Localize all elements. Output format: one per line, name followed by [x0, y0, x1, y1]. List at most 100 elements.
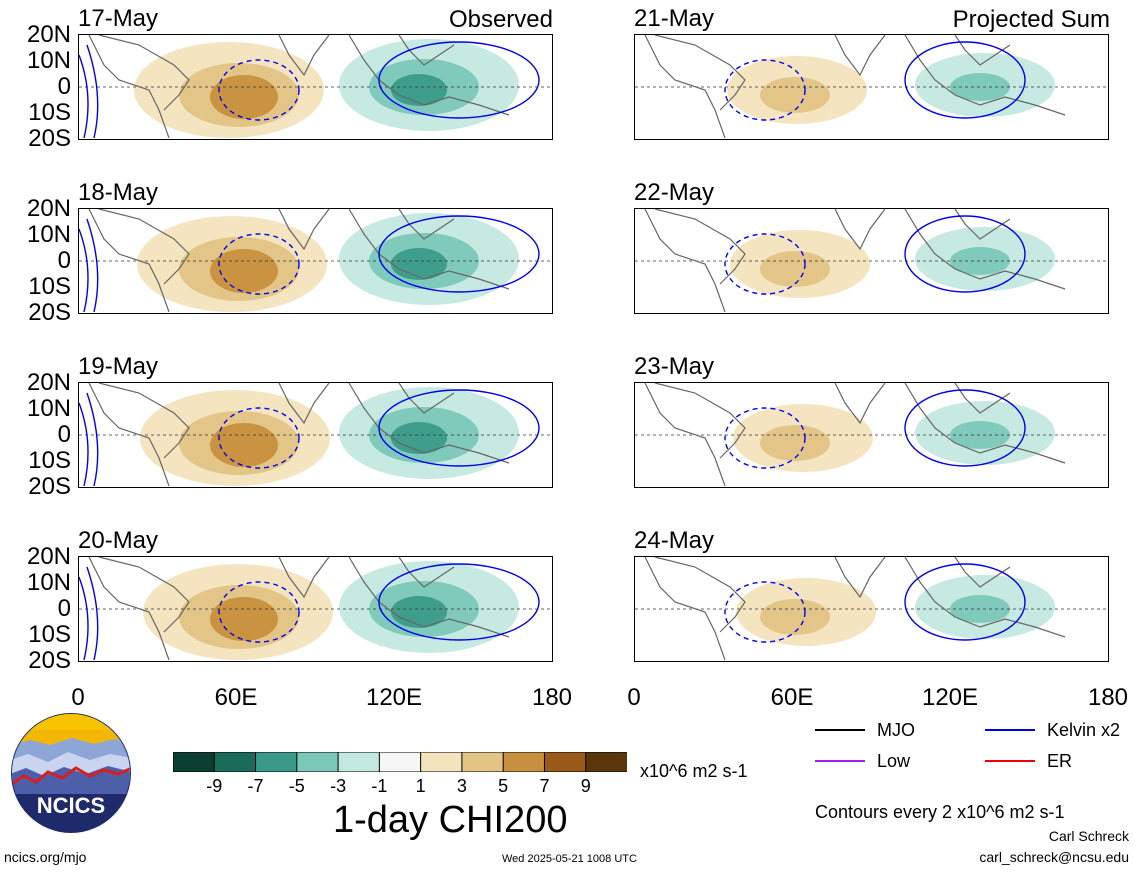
credit-email: carl_schreck@ncsu.edu: [979, 849, 1129, 865]
lon-tick-label: 0: [627, 684, 641, 711]
colorbar-swatch: [420, 752, 463, 772]
anomaly-fill: [760, 251, 830, 287]
coastline: [834, 209, 886, 251]
lat-tick-label: 10N: [26, 395, 71, 422]
lon-tick-label: 120E: [365, 684, 423, 711]
lat-tick-label: 20S: [28, 125, 71, 152]
lat-tick-label: 20N: [26, 543, 71, 570]
lat-tick-label: 20N: [26, 21, 71, 48]
kelvin-contour: [904, 215, 1026, 293]
lat-tick-label: 20N: [26, 369, 71, 396]
colorbar-title: 1-day CHI200: [333, 799, 568, 841]
anomaly-fill: [760, 599, 830, 635]
legend-label: Kelvin x2: [1047, 720, 1121, 740]
legend-swatch: [815, 760, 865, 762]
coastline: [654, 383, 746, 459]
legend-label: Low: [877, 751, 911, 771]
coastline: [644, 209, 726, 312]
coastline: [834, 383, 886, 425]
kelvin-contour: [724, 581, 806, 643]
colorbar-tick-label: 1: [415, 776, 426, 796]
kelvin-contour: [218, 581, 300, 643]
coastline: [278, 209, 330, 251]
lat-tick-label: 10S: [28, 273, 71, 300]
kelvin-contour: [378, 41, 540, 119]
coastline: [904, 209, 1066, 290]
coastline: [904, 557, 1066, 638]
colorbar-swatch: [378, 752, 422, 772]
colorbar-tick-label: 9: [580, 776, 591, 796]
coastline: [834, 557, 886, 599]
colorbar: [173, 752, 627, 772]
lat-tick-label: 10S: [28, 99, 71, 126]
kelvin-contour: [904, 389, 1026, 467]
lon-tick-label: 60E: [770, 684, 814, 711]
coastline: [644, 557, 726, 660]
coastline: [348, 557, 510, 638]
lon-tick-label: 60E: [214, 684, 258, 711]
colorbar-tick-label: -7: [247, 776, 264, 796]
coastline: [88, 383, 170, 486]
kelvin-contour: [378, 215, 540, 293]
coastline: [954, 35, 1011, 66]
colorbar-swatch: [543, 752, 587, 772]
legend-swatch: [985, 760, 1035, 762]
lat-tick-label: 20S: [28, 299, 71, 326]
panel-date-label: 17-May: [78, 5, 159, 32]
lon-tick-label: 180: [1087, 684, 1129, 711]
panel-date-label: 20-May: [78, 527, 159, 554]
logo-text: NCICS: [37, 793, 105, 818]
coastline: [348, 383, 510, 464]
projected-header: Projected Sum: [952, 6, 1110, 33]
colorbar-swatch: [585, 752, 627, 772]
coastline: [954, 383, 1011, 414]
lat-tick-label: 0: [57, 595, 71, 622]
lat-tick-label: 10N: [26, 47, 71, 74]
coastline: [278, 557, 330, 599]
coastline: [654, 209, 746, 285]
colorbar-tick-label: -9: [206, 776, 223, 796]
kelvin-contour: [904, 41, 1026, 119]
anomaly-fill: [760, 425, 830, 461]
colorbar-tick-label: -5: [288, 776, 305, 796]
colorbar-swatch: [296, 752, 340, 772]
anomaly-fill: [391, 74, 447, 106]
coastline: [98, 557, 190, 633]
coastline: [954, 209, 1011, 240]
kelvin-contour: [378, 389, 540, 467]
coastline: [88, 557, 170, 660]
colorbar-tick-label: 3: [456, 776, 467, 796]
coastline: [644, 35, 726, 138]
coastline: [398, 209, 455, 240]
legend-swatch: [985, 729, 1035, 731]
lat-tick-label: 20N: [26, 195, 71, 222]
footer-url: ncics.org/mjo: [4, 849, 87, 865]
map-panel: [634, 556, 1109, 662]
footer-timestamp: Wed 2025-05-21 1008 UTC: [502, 853, 637, 865]
lat-tick-label: 0: [57, 421, 71, 448]
coastline: [348, 35, 510, 116]
kelvin-contour: [724, 407, 806, 469]
colorbar-swatch: [173, 752, 216, 772]
colorbar-swatch: [502, 752, 546, 772]
kelvin-contour: [378, 563, 540, 641]
panel-date-label: 19-May: [78, 353, 159, 380]
credit-name: Carl Schreck: [1048, 828, 1129, 844]
legend-label: MJO: [877, 720, 915, 740]
anomaly-fill: [760, 77, 830, 113]
anomaly-fill: [391, 248, 447, 280]
map-panel: [634, 208, 1109, 314]
kelvin-contour: [79, 218, 99, 312]
coastline: [904, 35, 1066, 116]
lat-tick-label: 0: [57, 73, 71, 100]
map-panel: [78, 382, 553, 488]
colorbar-units: x10^6 m2 s-1: [640, 761, 748, 781]
observed-header: Observed: [448, 6, 553, 33]
coastline: [98, 383, 190, 459]
lon-tick-label: 180: [531, 684, 573, 711]
coastline: [398, 383, 455, 414]
lon-tick-label: 120E: [921, 684, 979, 711]
map-panel: [78, 556, 553, 662]
lat-tick-label: 10N: [26, 569, 71, 596]
coastline: [278, 383, 330, 425]
